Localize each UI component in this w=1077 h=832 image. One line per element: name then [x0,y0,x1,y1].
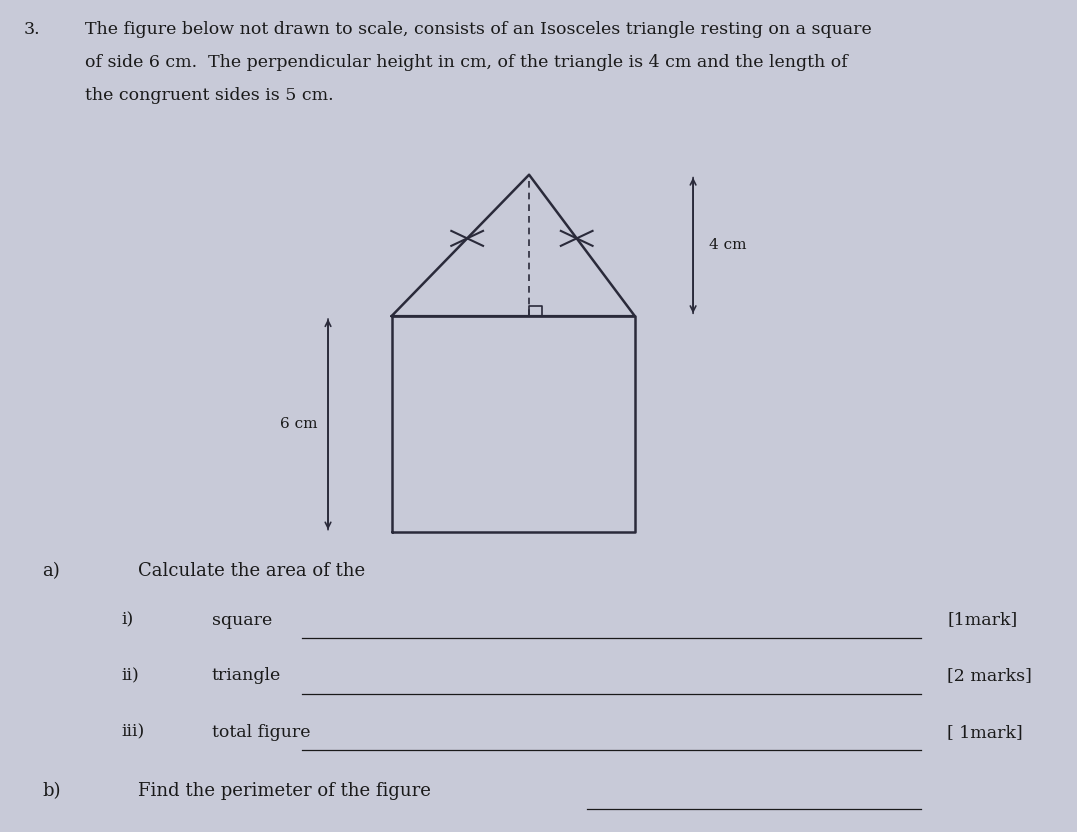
Text: square: square [211,612,271,628]
Text: the congruent sides is 5 cm.: the congruent sides is 5 cm. [85,87,333,104]
Text: Find the perimeter of the figure: Find the perimeter of the figure [138,782,431,800]
Text: 6 cm: 6 cm [280,418,318,431]
Text: total figure: total figure [211,724,310,740]
Text: [ 1mark]: [ 1mark] [947,724,1023,740]
Text: a): a) [42,562,60,580]
Text: [2 marks]: [2 marks] [947,667,1032,684]
Text: 3.: 3. [24,21,40,37]
Text: [1mark]: [1mark] [947,612,1018,628]
Text: ii): ii) [122,667,139,684]
Text: 4 cm: 4 cm [709,239,746,252]
Text: The figure below not drawn to scale, consists of an Isosceles triangle resting o: The figure below not drawn to scale, con… [85,21,871,37]
Text: iii): iii) [122,724,145,740]
Text: b): b) [42,782,60,800]
Text: triangle: triangle [211,667,281,684]
Text: of side 6 cm.  The perpendicular height in cm, of the triangle is 4 cm and the l: of side 6 cm. The perpendicular height i… [85,54,848,71]
Text: Calculate the area of the: Calculate the area of the [138,562,365,580]
Text: i): i) [122,612,134,628]
